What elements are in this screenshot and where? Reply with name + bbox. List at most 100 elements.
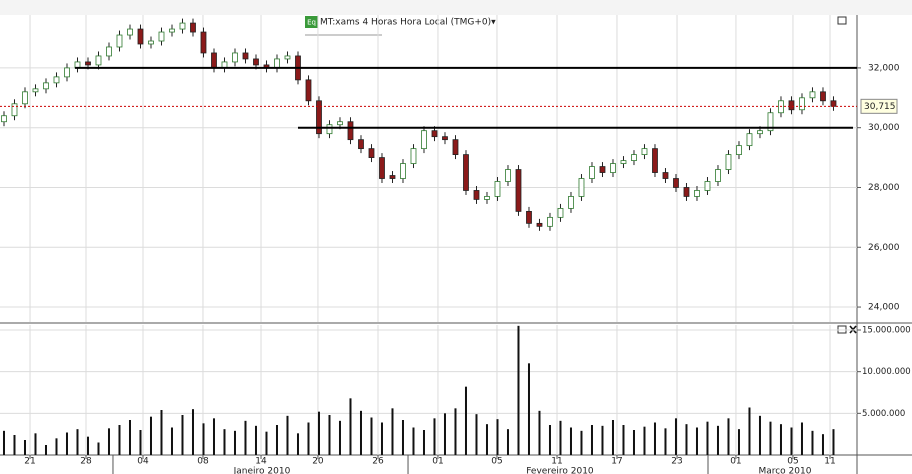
candle-body (211, 52, 217, 69)
candle-body (484, 196, 490, 200)
candle-body (473, 190, 480, 200)
volume-bar (538, 410, 541, 455)
candle-body (725, 154, 732, 170)
volume-bar (821, 434, 824, 455)
volume-bar (65, 432, 68, 455)
volume-bar (13, 435, 16, 455)
volume-bar (265, 431, 268, 455)
volume-bar (244, 420, 247, 455)
candle-body (757, 130, 763, 135)
volume-bar (296, 433, 299, 455)
maximize-button[interactable] (837, 16, 847, 25)
candle-body (358, 139, 364, 150)
candle-body (242, 52, 249, 60)
candle-body (830, 100, 837, 107)
candle-body (515, 169, 522, 212)
volume-bar (716, 425, 719, 455)
volume-bar (559, 420, 562, 455)
candle-body (284, 55, 291, 60)
candle-body (578, 178, 585, 197)
x-tick-label: 04 (137, 457, 149, 467)
volume-bar (653, 422, 656, 455)
volume-bar (790, 427, 793, 455)
volume-bar (317, 411, 320, 455)
x-tick-label: 23 (671, 457, 682, 467)
candle-body (505, 169, 511, 182)
volume-bar (664, 428, 667, 455)
volume-bar (359, 410, 362, 455)
candle-body (631, 154, 637, 161)
volume-bar (727, 418, 730, 455)
volume-bar (590, 425, 593, 455)
volume-bar (737, 429, 740, 455)
x-tick-label: 11 (551, 457, 562, 467)
candle-body (368, 148, 375, 158)
candle-body (337, 121, 343, 126)
candle-body (568, 196, 574, 209)
candle-body (442, 136, 448, 141)
candle-body (1, 115, 7, 123)
volume-bar (779, 424, 782, 455)
candle-body (32, 88, 39, 93)
volume-bar (412, 427, 415, 455)
candle-body (190, 22, 196, 33)
month-label: Fevereiro 2010 (526, 467, 594, 474)
candle-body (694, 190, 700, 197)
candle-body (316, 100, 322, 135)
candle-body (274, 58, 280, 69)
x-tick-label: 11 (824, 457, 835, 467)
candle-body (200, 31, 207, 54)
candle-body (53, 76, 60, 84)
candle-body (410, 148, 417, 164)
top-strip (0, 0, 912, 15)
candle-body (683, 187, 690, 197)
candle-body (547, 216, 553, 227)
candle-body (673, 178, 679, 188)
candle-body (788, 100, 795, 111)
candle-body (662, 172, 669, 179)
candle-body (746, 133, 753, 147)
volume-bar (601, 425, 604, 455)
candle-body (641, 148, 648, 155)
candle-body (127, 28, 133, 36)
candle-body (148, 40, 154, 45)
volume-bar (338, 420, 341, 455)
volume-bar (370, 417, 373, 455)
volume-bar (832, 429, 835, 455)
last-price-label: 30,715 (864, 102, 896, 112)
volume-bar (454, 408, 457, 455)
candle-body (11, 103, 18, 117)
candle-body (820, 91, 826, 102)
month-label: Março 2010 (758, 467, 811, 474)
volume-bar (55, 438, 58, 455)
volume-bar (422, 430, 425, 455)
volume-bar (349, 398, 352, 455)
candle-body (400, 163, 406, 179)
volume-bar (569, 427, 572, 455)
candle-body (652, 148, 658, 173)
candle-body (43, 82, 49, 90)
candle-body (379, 157, 385, 179)
volume-bar (2, 430, 5, 455)
volume-bar (695, 427, 698, 455)
volume-bar (181, 415, 184, 455)
candle-body (116, 34, 123, 48)
candle-body (305, 79, 312, 102)
volume-bar (622, 425, 625, 455)
header-title[interactable]: MT:xams 4 Horas Hora Local (TMG+0)▾ (320, 18, 496, 28)
y2-tick-label: 15.000.000 (862, 326, 911, 336)
x-tick-label: 05 (787, 457, 798, 467)
x-tick-label: 21 (24, 457, 35, 467)
candle-body (809, 91, 816, 99)
volume-bar (212, 418, 215, 455)
candle-body (421, 130, 427, 150)
x-tick-label: 01 (730, 457, 741, 467)
x-tick-label: 05 (491, 457, 502, 467)
volume-bar (496, 419, 499, 455)
x-tick-label: 28 (80, 457, 92, 467)
candle-body (536, 222, 543, 227)
volume-bar (380, 422, 383, 455)
volume-bar (769, 421, 772, 455)
candle-body (715, 169, 721, 182)
